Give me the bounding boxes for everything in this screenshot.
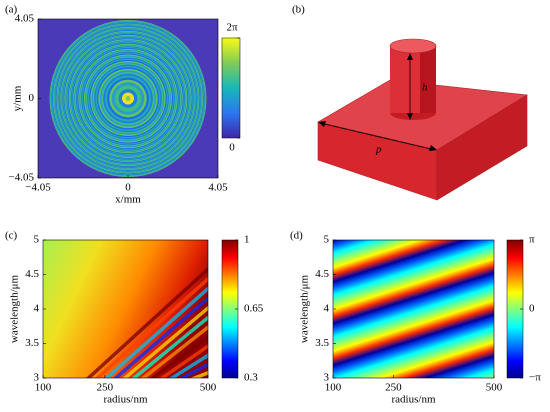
colorbar-tick-label: 1 xyxy=(244,234,250,246)
x-axis-label: radius/nm xyxy=(392,394,436,406)
x-axis-label: radius/nm xyxy=(104,394,148,406)
heatmap-stripe xyxy=(159,344,208,378)
colorbar-tick-label: 0 xyxy=(529,303,535,315)
y-tick-label: 4 xyxy=(34,303,40,315)
x-tick-label: −4.05 xyxy=(25,182,51,194)
colorbar-tick-label: −π xyxy=(529,372,541,384)
x-axis-label: x/mm xyxy=(115,194,141,206)
x-tick-label: 250 xyxy=(97,382,114,394)
heatmap-stripe xyxy=(189,370,208,378)
y-tick-label: 5 xyxy=(324,234,330,246)
x-tick-label: 100 xyxy=(35,382,52,394)
heatmap-stripe xyxy=(94,276,208,378)
x-tick-label: 500 xyxy=(486,382,503,394)
panel-label: (d) xyxy=(290,230,303,242)
y-tick-label: 3 xyxy=(34,372,40,384)
colorbar-tick-label: π xyxy=(529,234,535,246)
heatmap xyxy=(333,240,494,378)
x-tick-label: 0 xyxy=(125,182,131,194)
colorbar-tick-label: 0.3 xyxy=(244,372,258,384)
x-tick-label: 4.05 xyxy=(208,182,228,194)
heatmap-stripe xyxy=(149,334,208,378)
heatmap-stripes xyxy=(85,266,208,378)
y-tick-label: 4.5 xyxy=(315,268,329,280)
dimension-label: p xyxy=(375,144,382,156)
y-axis-label: y/mm xyxy=(12,85,24,111)
colorbar-tick-label: 0 xyxy=(229,142,235,154)
heatmap-stripe xyxy=(122,305,208,378)
x-tick-label: 100 xyxy=(325,382,342,394)
y-tick-label: −4.05 xyxy=(9,172,35,184)
dimension-label: h xyxy=(422,82,428,94)
y-tick-label: 4 xyxy=(324,303,330,315)
heatmap-stripe xyxy=(104,286,208,378)
y-axis-label: wavelength/μm xyxy=(299,274,311,343)
y-tick-label: 4.05 xyxy=(15,13,35,25)
panel-label: (a) xyxy=(5,4,18,16)
heatmap-stripe xyxy=(140,325,208,378)
y-tick-label: 3.5 xyxy=(315,337,329,349)
y-tick-label: 3 xyxy=(324,372,330,384)
colorbar-tick-label: 2π xyxy=(226,22,238,34)
heatmap-stripe xyxy=(131,315,208,378)
y-tick-label: 5 xyxy=(34,234,40,246)
panel-label: (c) xyxy=(5,230,18,242)
heatmap-stripe xyxy=(178,362,208,378)
x-tick-label: 500 xyxy=(200,382,217,394)
y-tick-label: 4.5 xyxy=(25,268,39,280)
y-tick-label: 0 xyxy=(29,92,35,104)
heatmap-stripe xyxy=(85,266,208,378)
pillar-diagram xyxy=(317,38,528,201)
heatmap-stripe xyxy=(113,296,208,378)
colorbar xyxy=(221,37,241,139)
panel-label: (b) xyxy=(292,4,305,16)
heatmap-stripe xyxy=(168,353,208,378)
y-axis-label: wavelength/μm xyxy=(9,274,21,343)
phase-center-inner xyxy=(125,96,131,101)
x-tick-label: 250 xyxy=(385,382,402,394)
y-tick-label: 3.5 xyxy=(25,337,39,349)
colorbar-tick-label: 0.65 xyxy=(244,303,264,315)
